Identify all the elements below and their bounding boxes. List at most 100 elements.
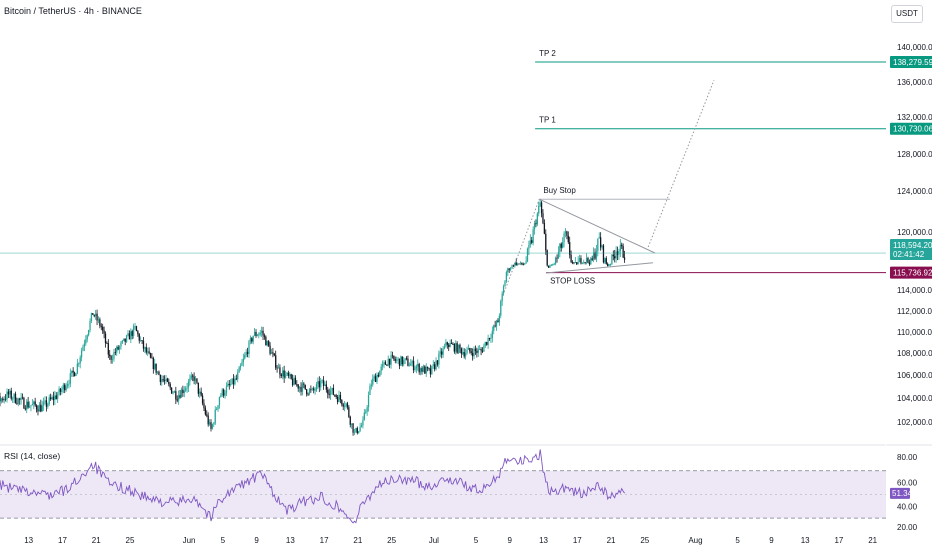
candle-body <box>239 365 242 368</box>
candle-body <box>19 398 21 400</box>
candle-body <box>78 363 80 365</box>
candle-body <box>93 314 95 317</box>
time-axis-label: 13 <box>801 536 810 545</box>
candle-body <box>583 262 585 263</box>
candle-body <box>41 405 43 412</box>
time-axis-label: 5 <box>221 536 226 545</box>
candle-body <box>595 251 598 259</box>
candle-body <box>193 376 195 381</box>
candle-body <box>214 409 216 424</box>
candle-body <box>107 343 109 355</box>
candle-body <box>158 371 160 375</box>
candle-body <box>396 359 398 361</box>
candle-body <box>148 351 150 354</box>
candle-body <box>120 342 122 347</box>
candle-body <box>260 330 263 333</box>
candle-body <box>511 265 513 269</box>
candle-body <box>241 362 243 366</box>
candle-body <box>370 384 373 387</box>
candle-body <box>460 348 463 354</box>
candle-body <box>493 325 495 331</box>
candle-body <box>591 258 593 260</box>
currency-selector[interactable]: USDT <box>891 5 923 23</box>
candles <box>0 198 626 436</box>
candle-body <box>538 206 540 214</box>
candle-body <box>64 384 66 391</box>
candle-body <box>185 388 187 391</box>
candle-body <box>237 372 239 380</box>
candle-body <box>419 368 422 373</box>
candle-body <box>245 351 247 356</box>
candle-body <box>439 351 441 354</box>
price-badge-text: 138,279.59 <box>893 58 932 67</box>
candle-body <box>552 264 554 266</box>
rsi-line <box>0 449 625 524</box>
candle-body <box>546 250 548 266</box>
price-axis-label: 106,000.00 <box>897 371 932 380</box>
candle-body <box>232 378 235 385</box>
price-badge <box>890 56 932 69</box>
candle-body <box>476 350 478 353</box>
candle-body <box>543 223 546 234</box>
candle-body <box>331 387 333 391</box>
candle-body <box>252 335 254 342</box>
candle-body <box>121 340 124 343</box>
candle-body <box>300 386 302 392</box>
candle-body <box>35 405 38 410</box>
candle-body <box>31 404 34 406</box>
candle-body <box>155 363 157 373</box>
rsi-axis-label: 80.00 <box>897 453 918 462</box>
candle-body <box>336 397 339 403</box>
price-badge-text: 130,730.06 <box>893 125 932 134</box>
candle-body <box>161 379 163 383</box>
candle-body <box>225 386 228 394</box>
candle-body <box>210 422 212 429</box>
candle-body <box>505 272 508 282</box>
time-axis-label: 21 <box>92 536 101 545</box>
candle-body <box>488 338 491 339</box>
candle-body <box>581 262 584 264</box>
candle-body <box>376 374 378 383</box>
candle-body <box>110 356 112 360</box>
candle-body <box>405 358 408 360</box>
candle-body <box>283 370 285 378</box>
candle-body <box>401 356 403 365</box>
time-axis-label: 25 <box>640 536 649 545</box>
candle-body <box>104 333 107 344</box>
candle-body <box>550 265 553 267</box>
price-axis-label: 112,000.00 <box>897 307 932 316</box>
candle-body <box>140 340 142 342</box>
candle-body <box>434 364 436 370</box>
take-profit-label: TP 1 <box>539 116 556 125</box>
candle-body <box>559 243 561 252</box>
candle-body <box>213 423 215 425</box>
candle-body <box>169 384 171 388</box>
chart-title: Bitcoin / TetherUS · 4h · BINANCE <box>4 6 142 16</box>
candle-body <box>322 380 325 386</box>
candle-body <box>111 359 114 360</box>
price-axis-label: 114,000.00 <box>897 286 932 295</box>
price-axis-label: 110,000.00 <box>897 328 932 337</box>
candle-body <box>428 368 430 370</box>
candle-body <box>138 334 140 341</box>
candle-body <box>13 393 15 399</box>
candle-body <box>602 245 605 263</box>
candle-body <box>345 403 347 407</box>
price-axis-label: 104,000.00 <box>897 394 932 403</box>
candle-body <box>95 313 97 317</box>
time-axis-label: Jul <box>429 536 439 545</box>
candle-body <box>180 389 183 398</box>
candle-body <box>206 414 208 416</box>
candle-body <box>491 330 493 338</box>
candle-body <box>515 262 517 266</box>
candle-body <box>407 358 409 366</box>
candle-body <box>443 346 446 349</box>
candle-body <box>173 391 176 393</box>
candle-body <box>584 262 586 263</box>
candle-body <box>275 355 277 368</box>
candle-body <box>494 325 496 327</box>
candle-body <box>90 313 93 321</box>
candle-body <box>3 398 5 401</box>
candle-body <box>306 389 308 394</box>
